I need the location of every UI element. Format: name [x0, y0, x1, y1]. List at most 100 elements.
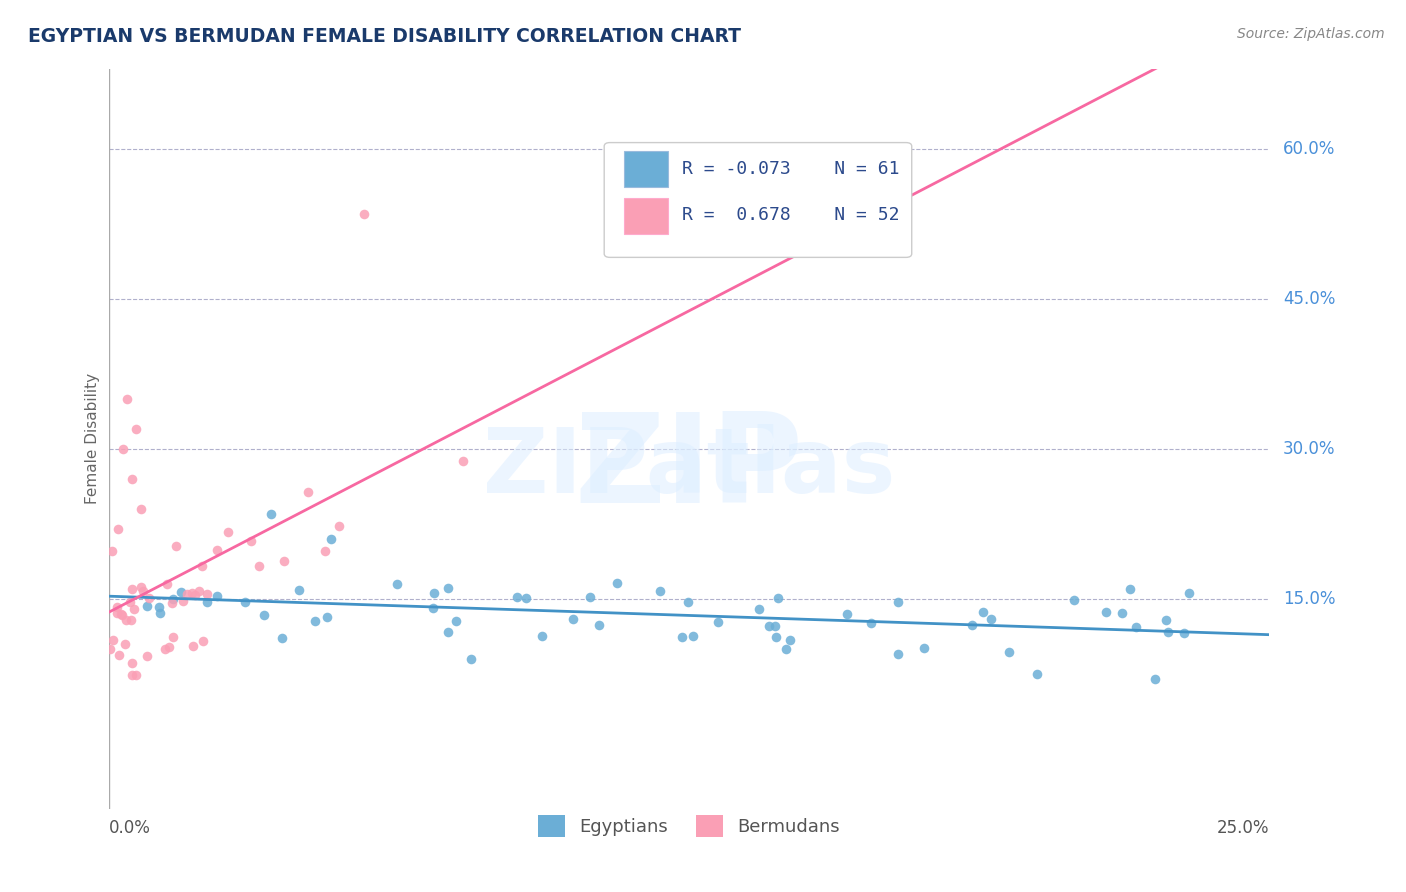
Point [1119, 582, 1142, 596]
Point [207, 589, 229, 603]
Legend: Egyptians, Bermudans: Egyptians, Bermudans [531, 808, 846, 845]
Text: 45.0%: 45.0% [1284, 290, 1336, 308]
Point [451, 454, 474, 468]
Point [436, 582, 458, 596]
Point [1063, 593, 1085, 607]
Point [111, 608, 134, 623]
Point [195, 587, 218, 601]
Point [125, 668, 148, 682]
Point [260, 507, 283, 521]
Point [886, 595, 908, 609]
Point [129, 502, 152, 516]
Point [195, 595, 218, 609]
Point [506, 591, 529, 605]
Point [1111, 607, 1133, 621]
Point [779, 633, 801, 648]
Point [444, 615, 467, 629]
Point [748, 602, 770, 616]
Point [162, 592, 184, 607]
Point [530, 629, 553, 643]
Point [253, 607, 276, 622]
Point [1178, 586, 1201, 600]
Point [120, 595, 142, 609]
Text: R =  0.678    N = 52: R = 0.678 N = 52 [682, 206, 900, 224]
Point [768, 591, 790, 605]
Text: 15.0%: 15.0% [1284, 590, 1336, 608]
Point [287, 583, 309, 598]
Point [960, 618, 983, 632]
Point [671, 630, 693, 644]
Point [1154, 613, 1177, 627]
Point [165, 540, 187, 554]
Point [835, 607, 858, 621]
Point [1157, 625, 1180, 640]
Point [136, 649, 159, 664]
Point [149, 607, 172, 621]
Point [304, 615, 326, 629]
Point [912, 641, 935, 656]
Point [148, 600, 170, 615]
Point [176, 587, 198, 601]
Point [314, 544, 336, 558]
Point [758, 619, 780, 633]
Point [129, 580, 152, 594]
Point [101, 633, 124, 648]
Point [115, 613, 138, 627]
Text: ZIP: ZIP [575, 408, 803, 529]
Point [1125, 620, 1147, 634]
Point [114, 637, 136, 651]
Point [297, 484, 319, 499]
FancyBboxPatch shape [605, 143, 911, 258]
Point [105, 607, 128, 621]
Point [120, 614, 142, 628]
Point [217, 525, 239, 540]
Point [136, 599, 159, 614]
Point [385, 576, 408, 591]
Point [460, 652, 482, 666]
FancyBboxPatch shape [624, 152, 668, 187]
Point [706, 615, 728, 630]
Point [650, 583, 672, 598]
Point [353, 207, 375, 221]
Point [121, 667, 143, 681]
Point [887, 647, 910, 661]
Point [156, 577, 179, 591]
Point [115, 392, 138, 406]
Text: EGYPTIAN VS BERMUDAN FEMALE DISABILITY CORRELATION CHART: EGYPTIAN VS BERMUDAN FEMALE DISABILITY C… [28, 27, 741, 45]
Point [515, 591, 537, 605]
Point [980, 612, 1002, 626]
Point [121, 582, 143, 596]
Point [107, 522, 129, 536]
Point [1144, 672, 1167, 686]
Point [181, 640, 204, 654]
Point [170, 585, 193, 599]
Point [105, 600, 128, 615]
Point [1094, 606, 1116, 620]
Point [193, 634, 215, 648]
Point [172, 593, 194, 607]
Point [184, 588, 207, 602]
Point [153, 641, 176, 656]
Point [273, 554, 295, 568]
Point [160, 596, 183, 610]
Point [676, 595, 699, 609]
Point [588, 618, 610, 632]
Point [972, 605, 994, 619]
Text: Source: ZipAtlas.com: Source: ZipAtlas.com [1237, 27, 1385, 41]
Point [422, 600, 444, 615]
Point [271, 631, 294, 645]
Point [101, 544, 124, 558]
Text: 25.0%: 25.0% [1216, 819, 1270, 838]
Point [998, 645, 1021, 659]
Text: 30.0%: 30.0% [1284, 440, 1336, 458]
Point [107, 648, 129, 662]
Point [316, 610, 339, 624]
Point [606, 576, 628, 591]
FancyBboxPatch shape [624, 198, 668, 234]
Point [98, 642, 121, 657]
Point [1173, 625, 1195, 640]
Y-axis label: Female Disability: Female Disability [86, 373, 100, 504]
Point [125, 422, 148, 436]
Point [187, 584, 209, 599]
Text: ZIPatlas: ZIPatlas [482, 425, 896, 512]
